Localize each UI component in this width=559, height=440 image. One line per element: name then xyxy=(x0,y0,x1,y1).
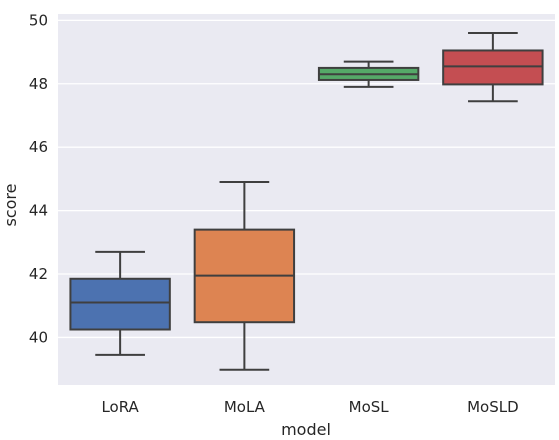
x-axis-label: model xyxy=(281,420,331,439)
y-tick-label: 40 xyxy=(29,328,48,346)
box-mosl xyxy=(317,60,420,88)
x-tick-labels: LoRA MoLA MoSL MoSLD xyxy=(101,398,518,416)
box-lora xyxy=(69,250,171,356)
box-iqr xyxy=(69,277,171,331)
x-tick-label: MoSL xyxy=(349,398,390,416)
box-mosld xyxy=(442,32,544,103)
gridlines xyxy=(58,19,555,339)
box-mola xyxy=(193,181,296,371)
x-tick-label: MoSLD xyxy=(467,398,519,416)
boxes xyxy=(69,32,544,371)
y-tick-label: 46 xyxy=(29,138,48,156)
x-tick-label: LoRA xyxy=(101,398,139,416)
x-tick-label: MoLA xyxy=(224,398,266,416)
y-tick-labels: 40 42 44 46 48 50 xyxy=(29,11,48,346)
y-tick-label: 48 xyxy=(29,75,48,93)
y-tick-label: 50 xyxy=(29,11,48,29)
box-iqr xyxy=(442,49,544,86)
y-tick-label: 44 xyxy=(29,202,48,220)
y-axis-label: score xyxy=(1,184,20,227)
y-tick-label: 42 xyxy=(29,265,48,283)
